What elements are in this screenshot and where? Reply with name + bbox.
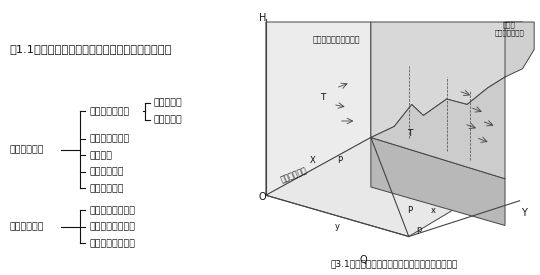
Text: 三次元曲面連結法: 三次元曲面連結法 xyxy=(89,222,135,231)
Text: 最小二乗法: 最小二乗法 xyxy=(153,115,182,124)
Text: 単独三次元曲面法: 単独三次元曲面法 xyxy=(89,206,135,215)
Text: Q: Q xyxy=(359,255,367,265)
Text: x: x xyxy=(431,206,436,215)
Text: 投影面方向角: 投影面方向角 xyxy=(279,165,308,184)
Text: 複合円弧連結法: 複合円弧連結法 xyxy=(89,134,130,143)
Text: 円弧すべり面法: 円弧すべり面法 xyxy=(89,107,130,116)
Polygon shape xyxy=(266,22,371,195)
Text: 複合多項式法: 複合多項式法 xyxy=(89,184,124,193)
Text: y: y xyxy=(334,222,340,231)
Polygon shape xyxy=(371,22,523,138)
Text: 多角形法: 多角形法 xyxy=(89,151,112,160)
Text: Y: Y xyxy=(521,208,527,218)
Text: H: H xyxy=(259,13,266,23)
Text: p: p xyxy=(416,225,421,234)
Text: O: O xyxy=(259,192,266,202)
Text: 二次元解析合成法: 二次元解析合成法 xyxy=(89,239,135,248)
Text: T: T xyxy=(407,129,413,138)
Text: T: T xyxy=(320,93,325,102)
Text: 単独多項式法: 単独多項式法 xyxy=(89,167,124,176)
Polygon shape xyxy=(505,22,534,77)
Text: P: P xyxy=(338,156,342,165)
Text: 三次元解析法: 三次元解析法 xyxy=(10,222,44,231)
Polygon shape xyxy=(371,138,505,226)
Text: 表1.1　時間差測量による地下すべり面推定解析法: 表1.1 時間差測量による地下すべり面推定解析法 xyxy=(10,45,172,54)
Text: 解析用投影面（ＰＨ）: 解析用投影面（ＰＨ） xyxy=(313,35,360,44)
Polygon shape xyxy=(266,138,505,236)
Text: X: X xyxy=(309,156,315,165)
Text: P: P xyxy=(407,206,413,215)
Text: 二次元解析法: 二次元解析法 xyxy=(10,145,44,154)
Text: 図3.1　解析用投影断面上への変位ベクトルの投影: 図3.1 解析用投影断面上への変位ベクトルの投影 xyxy=(330,259,458,268)
Text: 投影帯
（解析帯域帯）: 投影帯 （解析帯域帯） xyxy=(495,22,524,36)
Polygon shape xyxy=(371,77,505,179)
Text: 法線交点法: 法線交点法 xyxy=(153,99,182,108)
